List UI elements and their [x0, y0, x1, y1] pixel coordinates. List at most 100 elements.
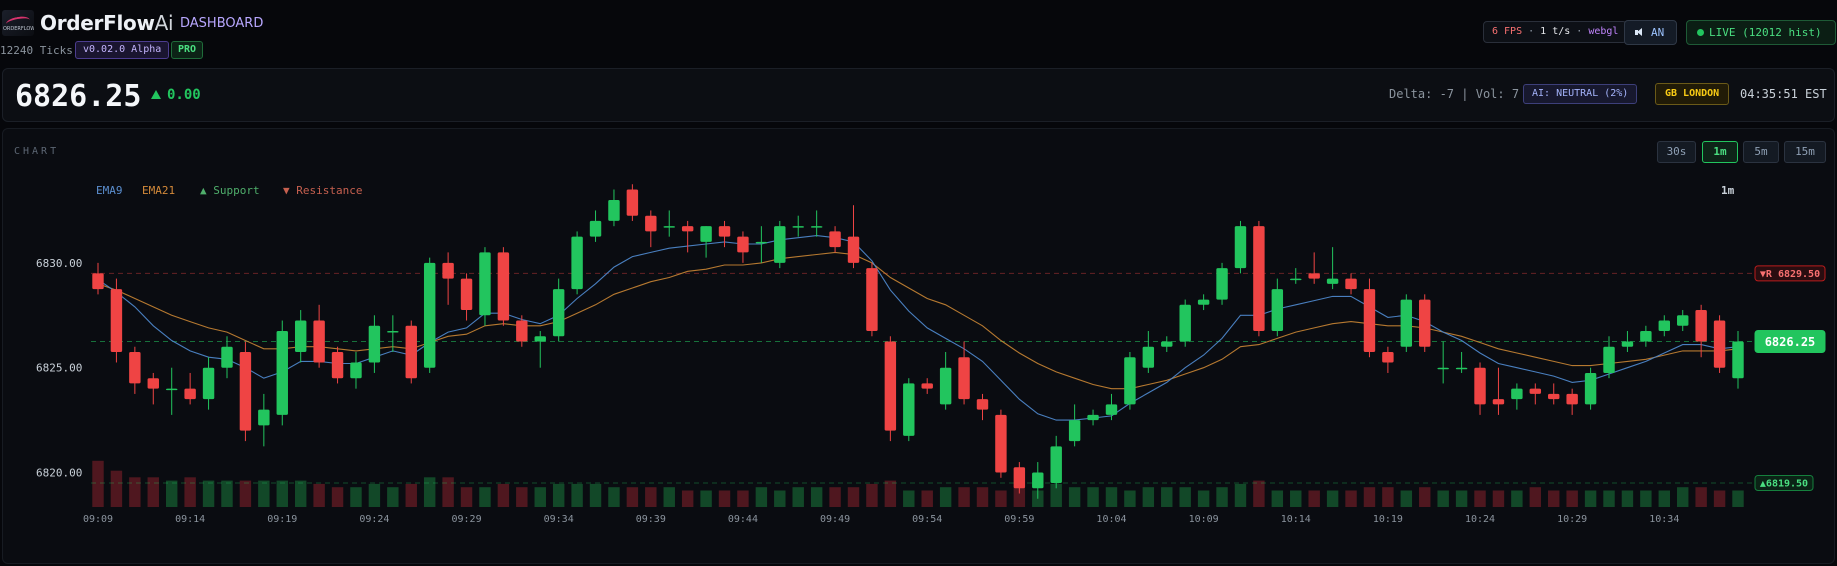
x-tick-label: 10:34 [1649, 514, 1679, 525]
x-tick-label: 10:09 [1189, 514, 1219, 525]
candle-body [1713, 320, 1726, 368]
x-tick-label: 09:59 [1004, 514, 1034, 525]
candle-body [221, 346, 233, 368]
candle-body [1308, 273, 1320, 279]
candle-body [663, 226, 675, 228]
candle-body [884, 341, 897, 431]
candle [442, 252, 454, 305]
header: ORDERFLOW OrderFlowAi DASHBOARD 12240 Ti… [0, 0, 1837, 66]
candle-body [700, 226, 712, 242]
candle [884, 336, 897, 442]
volume-bar [663, 487, 675, 507]
candle [92, 262, 104, 295]
price-bar: 6826.25 0.00 Delta: -7 | Vol: 7 AI: NEUT… [2, 68, 1835, 122]
x-tick-label: 09:49 [820, 514, 850, 525]
candle [847, 205, 860, 269]
volume-bar [1363, 487, 1376, 507]
volume-bar [92, 460, 104, 507]
volume-bar [1161, 487, 1173, 507]
volume-bar [1492, 490, 1505, 507]
candle-body [792, 226, 804, 228]
volume-bar [810, 487, 823, 507]
candle-body [1179, 304, 1191, 342]
candle-body [258, 409, 270, 426]
candle [1161, 336, 1173, 352]
volume-bar [1511, 490, 1523, 507]
timeframe-1m-button[interactable]: 1m [1702, 141, 1738, 163]
volume-bar [276, 480, 288, 507]
volume-bar [921, 490, 933, 507]
volume-bar [571, 483, 583, 507]
candle-body [516, 320, 528, 342]
candle-body [1640, 331, 1652, 342]
candle [1455, 351, 1468, 373]
volume-bar [1142, 487, 1155, 507]
candle-body [552, 289, 565, 337]
candle-body [1677, 315, 1689, 326]
volume-bar [903, 490, 915, 507]
volume-bar [202, 480, 215, 507]
candle-body [589, 220, 602, 237]
candle-body [110, 289, 123, 352]
candle [755, 226, 768, 263]
candle-body [184, 388, 196, 400]
volume-bar [1087, 487, 1099, 507]
candle-body [718, 226, 731, 237]
support-tag: ▲6819.50 [1754, 475, 1814, 492]
candle-body [1032, 472, 1044, 489]
volume-bar [184, 477, 196, 507]
candle [1419, 294, 1431, 352]
volume-bar [1529, 487, 1542, 507]
candle-body [1400, 299, 1413, 347]
candle [1640, 325, 1652, 347]
volume-bar [1253, 480, 1265, 507]
candle [1253, 220, 1265, 337]
price-tag-bg [1754, 330, 1826, 353]
candle [1216, 262, 1228, 305]
candle-body [1511, 388, 1523, 400]
volume-bar [1290, 490, 1302, 507]
performance-badge: 6 FPS · 1 t/s · webgl [1483, 21, 1628, 43]
candle [1013, 462, 1026, 494]
volume-bar [479, 487, 491, 507]
candle-body [1124, 357, 1136, 405]
candlestick-chart[interactable]: 6830.00 6825.00 6820.00 09:09 09:14 09:19 09:2… [3, 129, 1836, 565]
candle-body [1419, 299, 1431, 347]
candle [1621, 331, 1634, 352]
timeframe-15m-button[interactable]: 15m [1784, 141, 1826, 163]
candle-body [1105, 404, 1118, 415]
timeframe-5m-button[interactable]: 5m [1743, 141, 1779, 163]
delta-volume: Delta: -7 | Vol: 7 [1389, 87, 1520, 101]
x-tick-label: 10:04 [1096, 514, 1126, 525]
candle-body [1253, 226, 1265, 332]
x-tick-label: 09:34 [544, 514, 574, 525]
volume-bar [110, 470, 123, 507]
candle [368, 315, 381, 373]
candle [423, 257, 436, 373]
candle-body [1345, 278, 1357, 290]
candle-body [350, 362, 362, 379]
candle-body [1603, 346, 1615, 373]
y-tick-label: 6830.00 [36, 257, 82, 270]
volume-bar [1345, 490, 1357, 507]
sound-toggle-button[interactable]: AN [1624, 20, 1677, 45]
legend-resistance: ▼ Resistance [283, 184, 363, 197]
candle [129, 346, 141, 394]
volume-bar [1179, 487, 1191, 507]
candle [718, 220, 731, 248]
volume-bar [1234, 483, 1247, 507]
timeframe-30s-button[interactable]: 30s [1657, 141, 1696, 163]
brand-title: OrderFlowAi [40, 11, 174, 35]
legend-ema9: EMA9 [96, 184, 123, 197]
candle-body [1382, 351, 1394, 363]
volume-bar [1216, 487, 1228, 507]
candle-body [313, 320, 325, 363]
candle-body [810, 226, 823, 228]
sound-label: AN [1651, 26, 1665, 39]
candle-body [1492, 399, 1505, 405]
volume-bar [460, 487, 473, 507]
x-tick-label: 09:24 [359, 514, 389, 525]
candle [681, 220, 694, 253]
candle-body [958, 357, 970, 400]
candle-body [423, 262, 436, 368]
